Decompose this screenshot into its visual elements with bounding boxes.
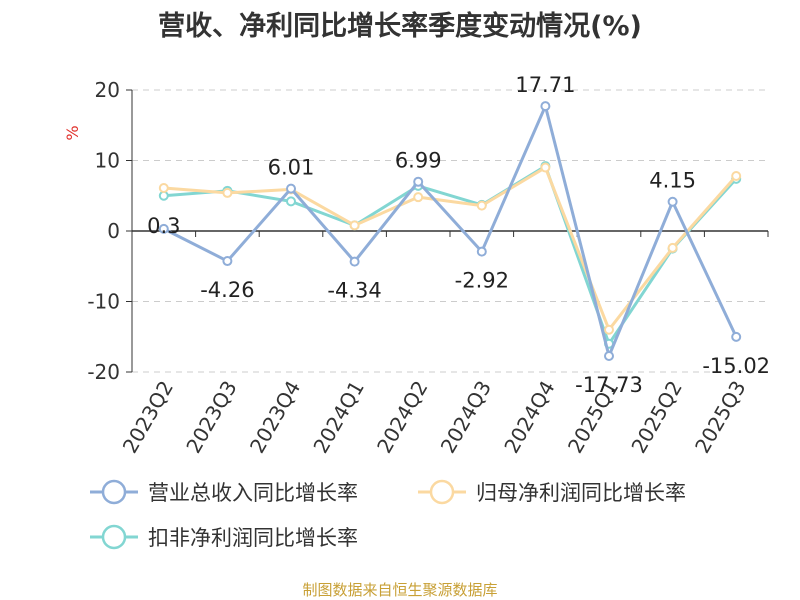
series-1	[158, 101, 742, 361]
legend-item-2: 归母净利润同比增长率	[418, 479, 686, 505]
legend-item-1: 营业总收入同比增长率	[90, 479, 358, 505]
data-point	[731, 331, 742, 342]
data-labels: 0.3 -4.26 6.01 -4.34 6.99 -2.92 17.71 -17.73 4.1…	[147, 73, 770, 397]
data-point	[667, 196, 678, 207]
y-axis-label: %	[63, 125, 82, 140]
data-point	[540, 162, 551, 173]
x-tick-label: 2024Q4	[499, 377, 559, 458]
chart-title: 营收、净利同比增长率季度变动情况(%)	[158, 11, 642, 42]
data-point	[286, 196, 296, 207]
x-tick-label: 2024Q3	[436, 377, 496, 458]
series-line	[163, 104, 738, 358]
x-tick-label: 2023Q3	[181, 377, 241, 458]
series-line	[163, 166, 738, 332]
data-point	[349, 256, 360, 267]
data-point	[286, 183, 296, 194]
data-point	[349, 220, 360, 231]
data-label: -15.02	[702, 354, 770, 378]
y-tick-label: 20	[95, 78, 120, 102]
data-point	[413, 192, 424, 203]
legend-item-3: 扣非净利润同比增长率	[90, 524, 358, 550]
legend-label: 扣非净利润同比增长率	[148, 526, 358, 550]
y-tick-label: 10	[95, 149, 120, 173]
data-point	[476, 246, 487, 257]
legend-label: 营业总收入同比增长率	[148, 481, 358, 505]
data-point	[158, 182, 169, 193]
data-label: -17.73	[575, 373, 643, 397]
x-tick-label: 2024Q1	[308, 377, 368, 458]
legend-marker	[101, 479, 127, 505]
data-point	[476, 200, 487, 211]
grid-lines	[132, 89, 768, 373]
series-2	[158, 162, 742, 335]
x-tick-label: 2023Q2	[118, 377, 178, 458]
data-label: 17.71	[515, 73, 575, 97]
data-point	[731, 171, 742, 182]
series-line	[163, 164, 738, 346]
legend-label: 归母净利润同比增长率	[476, 481, 686, 505]
y-tick-label: 0	[107, 219, 120, 243]
legend-marker	[101, 524, 127, 550]
data-label: 4.15	[649, 169, 696, 193]
data-label: 6.01	[268, 156, 315, 180]
legend-marker	[429, 479, 455, 505]
data-label: -2.92	[455, 269, 509, 293]
data-point	[604, 324, 614, 335]
data-point	[413, 176, 424, 187]
x-tick-label: 2023Q4	[245, 377, 305, 458]
data-point	[222, 256, 233, 267]
data-source-note: 制图数据来自恒生聚源数据库	[302, 581, 498, 599]
data-point	[158, 223, 169, 234]
y-tick-label: -10	[87, 290, 120, 314]
data-point	[667, 242, 678, 253]
data-label: 6.99	[395, 149, 442, 173]
data-label: 0.3	[147, 214, 180, 238]
x-tick-label: 2025Q3	[690, 377, 750, 458]
x-tick-label: 2024Q2	[372, 377, 432, 458]
y-tick-label: -20	[87, 360, 120, 384]
data-label: -4.26	[200, 278, 254, 302]
data-label: -4.34	[327, 279, 381, 303]
data-point	[540, 101, 551, 112]
data-point	[604, 350, 614, 361]
data-point	[222, 187, 233, 198]
series	[158, 101, 742, 361]
